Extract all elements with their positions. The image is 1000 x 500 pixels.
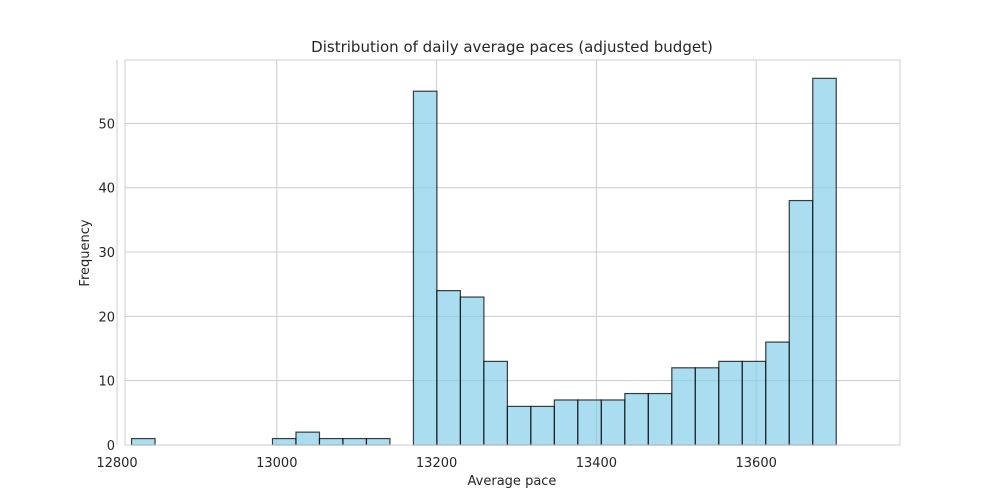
y-tick-label: 20 [98,310,115,325]
y-tick-label: 40 [98,182,115,197]
histogram-bars [130,77,837,446]
histogram-bar [600,399,626,446]
histogram-bar [671,367,696,446]
histogram-bar [412,90,438,446]
histogram-bar [483,360,508,446]
histogram-bar [130,437,156,446]
histogram-bar [365,437,391,446]
histogram-bar [318,437,344,446]
histogram-bar [506,405,532,446]
x-tick-label: 13200 [416,456,457,471]
x-tick-label: 12800 [96,456,137,471]
chart-title: Distribution of daily average paces (adj… [311,38,713,56]
histogram-bar [459,296,485,446]
y-axis-label: Frequency [78,219,93,286]
y-tick-label: 10 [98,375,115,390]
histogram-bar [647,392,673,446]
y-tick-label: 0 [107,439,115,454]
y-tick-labels: 0 10 20 30 40 50 [98,117,115,454]
x-tick-label: 13000 [256,456,297,471]
histogram-bar [718,360,743,446]
histogram-bar [530,405,555,446]
histogram-bar [295,431,321,446]
histogram-bar [812,77,837,446]
x-tick-labels: 12800 13000 13200 13400 13600 [96,456,777,471]
histogram-bar [271,437,297,446]
histogram-bar [694,367,720,446]
x-tick-label: 13600 [736,456,777,471]
histogram-bar [765,341,790,446]
x-tick-label: 13400 [576,456,617,471]
histogram-bar [553,399,579,446]
y-tick-label: 30 [98,246,115,261]
histogram-bar [436,290,462,446]
x-axis-label: Average pace [468,474,557,489]
histogram-bar [788,199,814,446]
y-tick-label: 50 [98,117,115,132]
histogram-bar [741,360,767,446]
plot-frame [124,59,901,446]
histogram-bar [577,399,602,446]
histogram-bar [342,437,368,446]
histogram-bar [624,392,649,446]
